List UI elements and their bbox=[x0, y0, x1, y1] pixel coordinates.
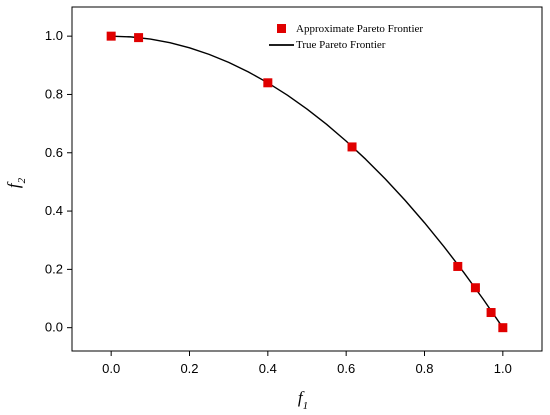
y-tick-label: 0.4 bbox=[45, 203, 63, 218]
approximate-frontier-point bbox=[263, 78, 273, 88]
legend: Approximate Pareto Frontier True Pareto … bbox=[269, 23, 423, 51]
y-tick-label: 0.0 bbox=[45, 320, 63, 335]
x-tick-label: 0.2 bbox=[180, 361, 198, 376]
y-axis-label-main: f bbox=[4, 181, 23, 188]
true-frontier-line bbox=[110, 35, 504, 329]
approximate-frontier-point bbox=[470, 283, 480, 293]
x-axis-label-main: f bbox=[298, 388, 305, 407]
approximate-frontier-point bbox=[498, 323, 508, 333]
approximate-frontier-point bbox=[106, 31, 116, 41]
approximate-frontier-layer bbox=[106, 31, 508, 333]
approximate-frontier-point bbox=[134, 33, 144, 43]
x-axis-label-subscript: 1 bbox=[303, 400, 309, 412]
y-axis-label: f2 bbox=[4, 177, 28, 188]
legend-approx-marker bbox=[277, 24, 286, 33]
true-frontier-layer bbox=[110, 35, 504, 329]
x-tick-label: 0.0 bbox=[102, 361, 120, 376]
legend-true-label: True Pareto Frontier bbox=[296, 39, 386, 51]
approximate-frontier-point bbox=[347, 142, 357, 152]
x-axis-label: f1 bbox=[298, 388, 308, 412]
x-tick-label: 0.6 bbox=[337, 361, 355, 376]
x-tick-label: 0.8 bbox=[415, 361, 433, 376]
y-tick-label: 1.0 bbox=[45, 28, 63, 43]
approximate-frontier-point bbox=[453, 261, 463, 271]
y-tick-label: 0.8 bbox=[45, 86, 63, 101]
y-axis-label-subscript: 2 bbox=[16, 177, 28, 183]
x-tick-label: 1.0 bbox=[494, 361, 512, 376]
legend-approx-label: Approximate Pareto Frontier bbox=[296, 23, 423, 35]
plot-frame bbox=[71, 6, 543, 352]
approximate-frontier-point bbox=[486, 308, 496, 318]
tick-layer: 0.0 0.2 0.4 0.6 0.8 1.0 0.0 0.2 0.4 0.6 0.8 1.0 bbox=[45, 28, 512, 376]
x-tick-label: 0.4 bbox=[259, 361, 277, 376]
y-tick-label: 0.6 bbox=[45, 145, 63, 160]
y-tick-label: 0.2 bbox=[45, 261, 63, 276]
